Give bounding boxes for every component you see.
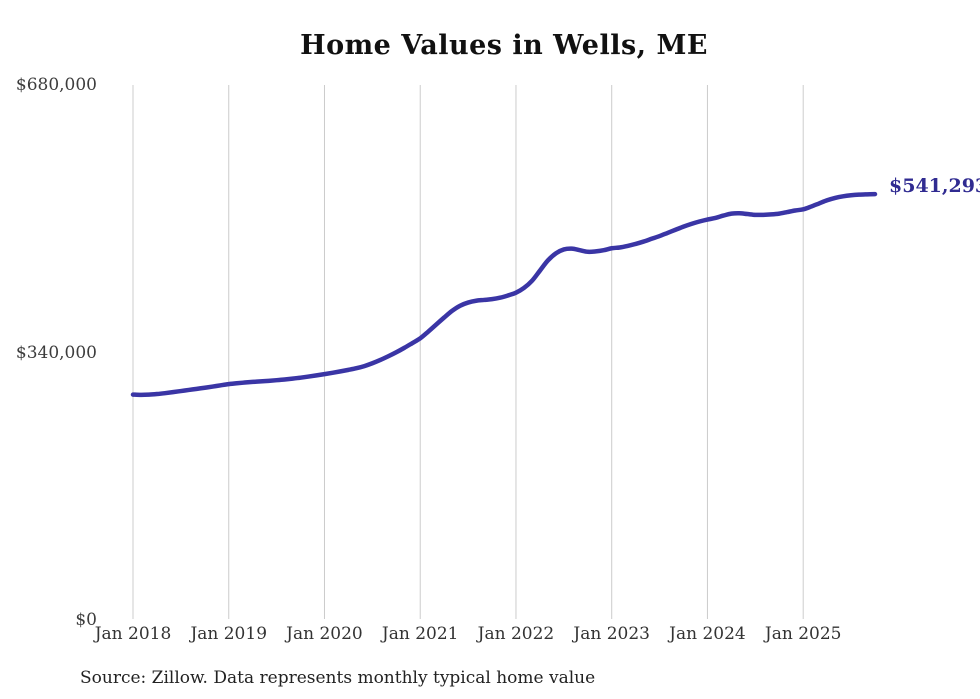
x-tick-label: Jan 2018: [94, 624, 172, 644]
x-tick-label: Jan 2019: [190, 624, 268, 644]
x-tick-label: Jan 2024: [669, 624, 746, 644]
x-tick-label: Jan 2020: [286, 624, 363, 644]
y-tick-label: $680,000: [15, 75, 97, 95]
latest-value-label: $541,293: [889, 175, 980, 197]
x-tick-label: Jan 2025: [764, 624, 842, 644]
y-tick-label: $340,000: [15, 342, 97, 363]
x-tick-label: Jan 2021: [381, 624, 459, 644]
home-value-line: [130, 191, 878, 398]
gridlines: [132, 85, 804, 619]
y-tick-label: $0: [75, 610, 97, 630]
x-tick-label: Jan 2023: [573, 624, 650, 644]
chart-title: Home Values in Wells, ME: [300, 30, 708, 61]
source-note: Source: Zillow. Data represents monthly …: [80, 668, 596, 688]
x-tick-label: Jan 2022: [477, 624, 555, 644]
